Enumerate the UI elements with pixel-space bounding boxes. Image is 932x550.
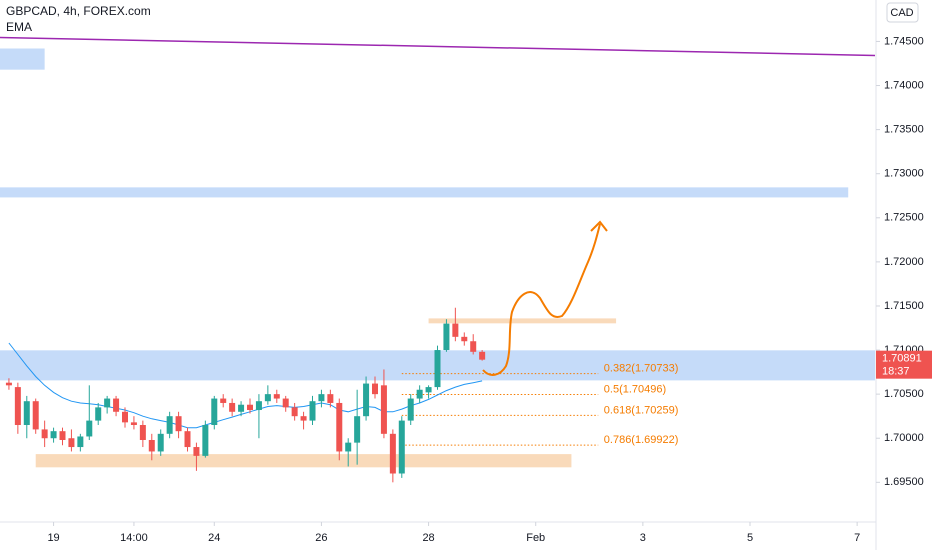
candle-body [139, 425, 146, 440]
zone [428, 318, 617, 324]
y-tick-label: 1.72500 [884, 212, 924, 224]
candle-body [86, 420, 93, 437]
candle-body [211, 398, 218, 426]
candle-body [470, 341, 477, 352]
candle-body [434, 350, 441, 388]
x-tick-label: 14:00 [120, 532, 148, 544]
zone [0, 187, 849, 198]
indicator-label: EMA [6, 20, 32, 34]
candle-body [130, 422, 137, 426]
fib-label: 0.382(1.70733) [604, 363, 679, 375]
candle-body [95, 407, 102, 421]
candle-body [452, 323, 459, 337]
candle-body [202, 425, 209, 456]
x-tick-label: 28 [422, 532, 434, 544]
candle-body [416, 389, 423, 399]
x-tick-label: 5 [747, 532, 753, 544]
candle-body [220, 398, 227, 403]
candle-body [59, 431, 66, 440]
candle-body [14, 387, 21, 426]
candle-body [166, 416, 173, 434]
candle-body [327, 394, 334, 403]
y-tick-label: 1.74000 [884, 79, 924, 91]
candle-body [345, 442, 352, 452]
y-tick-label: 1.71500 [884, 300, 924, 312]
candle-body [122, 411, 128, 423]
y-tick-label: 1.70000 [884, 432, 924, 444]
candle-body [264, 394, 271, 402]
y-tick-label: 1.72000 [884, 256, 924, 268]
candle-body [255, 401, 262, 411]
ema-line [8, 342, 483, 429]
x-tick-label: 19 [47, 532, 59, 544]
chart-title: GBPCAD, 4h, FOREX.com [6, 4, 151, 18]
candle-body [113, 398, 120, 412]
candle-body [238, 404, 245, 412]
trend-line [0, 36, 876, 57]
candle-body [389, 433, 396, 474]
candle-body [479, 351, 486, 360]
candle-body [229, 402, 236, 412]
candle-body [247, 404, 253, 411]
currency-label[interactable]: CAD [890, 7, 913, 19]
candle-body [157, 433, 164, 452]
candle-body [193, 447, 200, 456]
candle-body [372, 383, 378, 395]
fib-label: 0.786(1.69922) [604, 434, 679, 446]
candle-body [5, 382, 12, 386]
y-tick-label: 1.73000 [884, 168, 924, 180]
projection-arrow [482, 223, 601, 376]
plot-area: 0.382(1.70733) 0.5(1.70496) 0.618(1.70259)… [0, 36, 876, 483]
candle-body [68, 438, 75, 448]
candle-body [32, 401, 39, 430]
arrow-head [590, 220, 608, 232]
candle-body [50, 431, 57, 439]
candle-body [363, 383, 370, 417]
candle-body [380, 385, 387, 434]
last-price-label: 1.70891 [882, 353, 922, 365]
candle-body [104, 398, 111, 408]
candle-body [184, 431, 191, 448]
candle-body [318, 394, 325, 402]
candle-body [148, 439, 155, 452]
candle-body [291, 407, 298, 417]
candle-body [443, 323, 450, 351]
y-tick-label: 1.70500 [884, 388, 924, 400]
zone [35, 454, 572, 468]
candle-body [354, 416, 361, 443]
candle-body [461, 336, 468, 342]
x-tick-label: 3 [640, 532, 646, 544]
candle-body [300, 416, 307, 421]
candle-body [41, 429, 48, 439]
candle-body [175, 416, 182, 432]
last-price-box [876, 350, 932, 379]
candle-body [398, 420, 405, 474]
candle-body [273, 394, 280, 399]
fib-label: 0.5(1.70496) [604, 383, 666, 395]
x-tick-label: 24 [208, 532, 220, 544]
candle-body [309, 401, 316, 421]
countdown-label: 18:37 [882, 366, 910, 378]
currency-box[interactable] [886, 2, 919, 23]
candle-body [407, 398, 414, 421]
x-tick-label: 7 [854, 532, 860, 544]
y-tick-label: 1.74500 [884, 35, 924, 47]
zone [0, 48, 45, 70]
y-tick-label: 1.69500 [884, 476, 924, 488]
candle-body [425, 387, 432, 393]
x-tick-label: 26 [315, 532, 327, 544]
candle-body [336, 402, 343, 452]
candle-body [23, 401, 30, 426]
x-tick-label: Feb [526, 532, 545, 544]
fib-label: 0.618(1.70259) [604, 404, 679, 416]
candle-body [77, 436, 84, 448]
y-tick-label: 1.73500 [884, 124, 924, 136]
candle-body [282, 398, 289, 408]
